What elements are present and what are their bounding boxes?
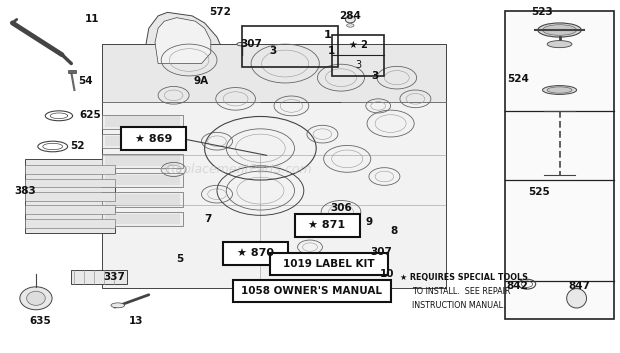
Text: 9A: 9A	[194, 76, 209, 86]
Text: 525: 525	[528, 187, 551, 197]
Text: ★ 871: ★ 871	[309, 220, 345, 230]
Bar	[102, 173, 183, 187]
Polygon shape	[155, 18, 211, 64]
Bar	[25, 159, 115, 233]
Text: 847: 847	[569, 281, 591, 291]
Text: 1: 1	[324, 30, 332, 40]
Text: 523: 523	[531, 7, 554, 17]
Ellipse shape	[542, 25, 577, 35]
Text: 842: 842	[507, 281, 529, 291]
Text: 572: 572	[209, 7, 231, 17]
Bar	[71, 270, 127, 284]
Text: 337: 337	[104, 272, 126, 282]
Bar	[25, 219, 115, 228]
Text: 3: 3	[371, 71, 379, 81]
Bar	[102, 115, 183, 129]
Text: ★ 869: ★ 869	[135, 133, 172, 144]
Ellipse shape	[547, 87, 572, 93]
Bar	[102, 44, 446, 288]
Bar	[102, 192, 183, 207]
Text: INSTRUCTION MANUAL.: INSTRUCTION MANUAL.	[412, 301, 506, 310]
Text: 307: 307	[240, 39, 262, 49]
Bar	[270, 253, 388, 275]
Text: ★ 2: ★ 2	[348, 40, 368, 50]
Ellipse shape	[27, 291, 45, 305]
Text: 7: 7	[204, 214, 211, 224]
Text: 8: 8	[390, 226, 397, 236]
Bar	[68, 70, 76, 73]
Ellipse shape	[20, 287, 52, 310]
Ellipse shape	[111, 303, 125, 308]
Bar	[242, 26, 338, 67]
Ellipse shape	[567, 289, 587, 308]
Text: ★ 870: ★ 870	[237, 248, 274, 258]
Text: 13: 13	[129, 316, 144, 326]
Text: 3: 3	[269, 46, 277, 56]
Text: 52: 52	[70, 142, 85, 151]
Text: TO INSTALL.  SEE REPAIR: TO INSTALL. SEE REPAIR	[412, 287, 511, 296]
Bar	[25, 165, 115, 174]
Text: ★ REQUIRES SPECIAL TOOLS: ★ REQUIRES SPECIAL TOOLS	[400, 273, 528, 282]
Bar	[232, 280, 391, 302]
Text: 524: 524	[507, 74, 529, 84]
Text: 307: 307	[370, 247, 392, 257]
Text: 5: 5	[176, 255, 184, 264]
Bar	[105, 175, 180, 185]
Text: 1019 LABEL KIT: 1019 LABEL KIT	[283, 259, 374, 269]
Text: 11: 11	[84, 14, 99, 24]
Text: 1: 1	[328, 46, 335, 56]
Text: 9: 9	[365, 217, 373, 227]
Bar	[25, 205, 115, 214]
Text: 3: 3	[355, 60, 361, 70]
Text: 383: 383	[14, 186, 36, 196]
Text: eReplacementParts.com: eReplacementParts.com	[159, 163, 312, 176]
Ellipse shape	[538, 23, 582, 37]
Bar	[294, 214, 360, 237]
Bar	[25, 192, 115, 201]
Bar	[121, 127, 186, 150]
Text: 306: 306	[330, 203, 352, 213]
Ellipse shape	[345, 16, 355, 23]
Bar	[105, 155, 180, 166]
Polygon shape	[146, 12, 223, 74]
Bar	[105, 136, 180, 146]
Bar	[223, 242, 288, 265]
Bar	[332, 35, 384, 76]
Ellipse shape	[347, 24, 354, 27]
Bar	[105, 194, 180, 205]
Text: 1058 OWNER'S MANUAL: 1058 OWNER'S MANUAL	[241, 286, 382, 296]
Text: 625: 625	[79, 110, 101, 120]
Bar	[105, 116, 180, 127]
Ellipse shape	[542, 85, 577, 94]
Bar	[102, 134, 183, 148]
Text: 284: 284	[339, 11, 361, 21]
Ellipse shape	[547, 41, 572, 48]
Bar	[102, 44, 446, 102]
Bar	[102, 212, 183, 226]
Text: 10: 10	[380, 269, 395, 279]
Text: 54: 54	[78, 76, 93, 86]
Ellipse shape	[237, 42, 247, 46]
Text: 635: 635	[29, 316, 51, 326]
Bar	[505, 11, 614, 319]
Bar	[102, 154, 183, 168]
Bar	[25, 179, 115, 187]
Bar	[105, 214, 180, 224]
